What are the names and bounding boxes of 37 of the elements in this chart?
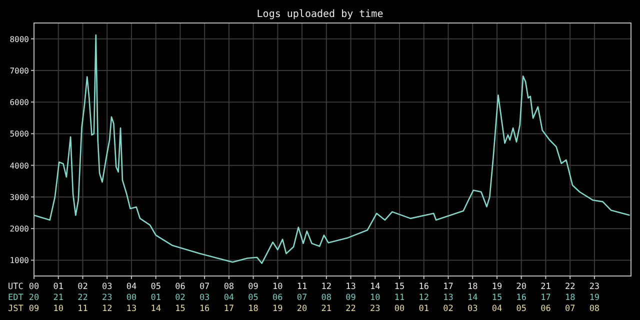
x-tick-label: 17 [443,282,454,292]
x-tick-label: 01 [53,282,64,292]
y-tick-label: 3000 [10,192,30,202]
chart-title: Logs uploaded by time [256,9,384,20]
y-tick-label: 1000 [10,256,30,266]
x-tick-label: 05 [150,282,161,292]
text: JST 09 10 11 12 13 14 15 16 17 18 19 20 21 22 23 00 01 02 03 04 05 06 07 08 [8,304,600,314]
x-tick-label: 21 [540,282,551,292]
x-tick-label: 09 [248,282,258,292]
x-tick-label: 23 [589,282,600,292]
x-tick-label: 02 [78,282,88,292]
y-tick-label: 6000 [10,98,30,108]
y-tick-label: 4000 [10,161,30,170]
x-tick-label: 22 [564,282,576,292]
y-tick-label: 5000 [10,130,30,139]
x-tick-label: 18 [467,282,478,292]
x-tick-label: 11 [296,282,308,292]
y-tick-label: 2000 [10,224,30,234]
x-tick-label: 10 [272,282,283,292]
line-series [33,34,630,264]
x-tick-label: 00 [28,282,40,292]
y-tick-label: 8000 [10,34,30,44]
x-tick-label: 03 [102,282,112,292]
x-tick-label: 19 [492,282,502,292]
x-tick-label: 20 [516,282,526,292]
y-tick-label: 7000 [10,66,30,76]
x-tick-label: 14 [370,282,380,292]
x-tick-label: 04 [126,282,137,292]
x-tick-label: 16 [418,282,430,292]
x-tick-label: 13 [346,282,356,292]
x-tick-label: 12 [321,282,332,292]
x-tick-label: 15 [394,282,405,292]
text: EDT 20 21 22 23 00 01 02 03 04 05 06 07 08 09 10 11 12 13 14 15 16 17 18 19 [8,293,600,303]
x-tick-label: 06 [175,282,186,292]
x-axis-title: UTC [8,282,24,292]
x-tick-label: 08 [224,282,234,292]
x-tick-label: 07 [199,282,210,292]
